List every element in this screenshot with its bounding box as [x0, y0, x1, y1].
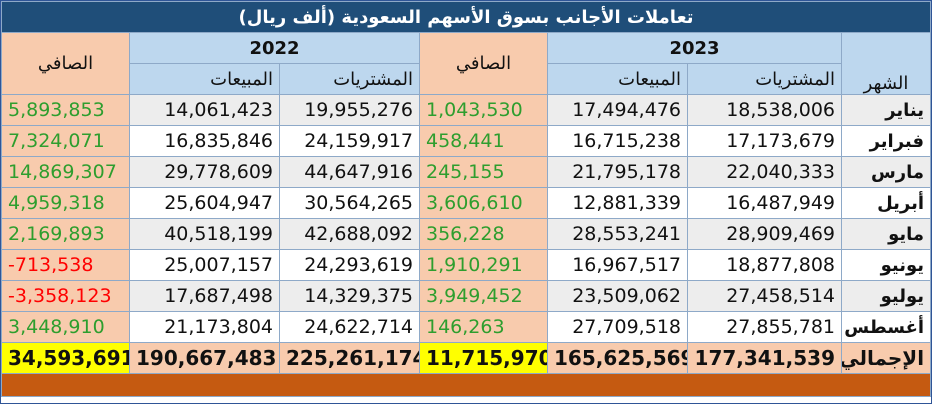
header-sales-2023: المبيعات — [547, 63, 688, 95]
total-purchases-2022: 225,261,174 — [279, 342, 420, 374]
net-2023-cell: 458,441 — [419, 125, 548, 157]
month-cell: أبريل — [840, 187, 932, 219]
net-2023-cell: 3,606,610 — [419, 187, 548, 219]
table-row: 4,959,318 25,604,947 30,564,265 3,606,610 12… — [1, 187, 932, 219]
sales-2023-cell: 12,881,339 — [547, 187, 688, 219]
net-2022-cell: 7,324,071 — [1, 125, 130, 157]
net-2023-cell: 146,263 — [419, 311, 548, 343]
month-cell: يوليو — [840, 280, 932, 312]
header-sales-2022: المبيعات — [129, 63, 280, 95]
header-year-2022: 2022 — [129, 32, 420, 64]
total-sales-2023: 165,625,569 — [547, 342, 688, 374]
net-2023-cell: 1,043,530 — [419, 94, 548, 126]
purchases-2022-cell: 24,293,619 — [279, 249, 420, 281]
footer-bar-cell — [0, 373, 932, 397]
purchases-2023-cell: 27,855,781 — [687, 311, 842, 343]
sales-2022-cell: 25,007,157 — [129, 249, 280, 281]
purchases-2023-cell: 27,458,514 — [687, 280, 842, 312]
header-year-2023: 2023 — [547, 32, 842, 64]
footer-bar — [0, 373, 932, 397]
sales-2023-cell: 16,715,238 — [547, 125, 688, 157]
purchases-2022-cell: 24,622,714 — [279, 311, 420, 343]
header-purchases-2023: المشتريات — [687, 63, 842, 95]
net-2022-cell: 5,893,853 — [1, 94, 130, 126]
net-2022-cell: 14,869,307 — [1, 156, 130, 188]
month-cell: مايو — [840, 218, 932, 250]
net-2022-cell: 3,448,910 — [1, 311, 130, 343]
net-2023-cell: 1,910,291 — [419, 249, 548, 281]
sales-2023-cell: 21,795,178 — [547, 156, 688, 188]
net-2023-cell: 3,949,452 — [419, 280, 548, 312]
purchases-2023-cell: 18,538,006 — [687, 94, 842, 126]
sales-2022-cell: 40,518,199 — [129, 218, 280, 250]
table-row: 5,893,853 14,061,423 19,955,276 1,043,530 17… — [1, 94, 932, 126]
total-net-2022: 34,593,691 — [1, 342, 130, 374]
table-row: 7,324,071 16,835,846 24,159,917 458,441 16,7… — [1, 125, 932, 157]
purchases-2023-cell: 18,877,808 — [687, 249, 842, 281]
header-net-2023: الصافي — [419, 32, 548, 95]
month-cell: مارس — [840, 156, 932, 188]
header-purchases-2022: المشتريات — [279, 63, 420, 95]
purchases-2023-cell: 16,487,949 — [687, 187, 842, 219]
sales-2023-cell: 23,509,062 — [547, 280, 688, 312]
total-label: الإجمالي — [840, 342, 932, 374]
purchases-2023-cell: 22,040,333 — [687, 156, 842, 188]
purchases-2023-cell: 28,909,469 — [687, 218, 842, 250]
sales-2023-cell: 28,553,241 — [547, 218, 688, 250]
net-2022-cell: 4,959,318 — [1, 187, 130, 219]
purchases-2022-cell: 44,647,916 — [279, 156, 420, 188]
purchases-2022-cell: 24,159,917 — [279, 125, 420, 157]
sales-2023-cell: 16,967,517 — [547, 249, 688, 281]
purchases-2023-cell: 17,173,679 — [687, 125, 842, 157]
table-row: 2,169,893 40,518,199 42,688,092 356,228 28,5… — [1, 218, 932, 250]
purchases-2022-cell: 42,688,092 — [279, 218, 420, 250]
month-cell: يناير — [840, 94, 932, 126]
sales-2022-cell: 21,173,804 — [129, 311, 280, 343]
sales-2022-cell: 17,687,498 — [129, 280, 280, 312]
table-title: تعاملات الأجانب بسوق الأسهم السعودية (أل… — [0, 1, 932, 33]
month-cell: أغسطس — [840, 311, 932, 343]
net-2022-cell: -713,538 — [1, 249, 130, 281]
sales-2022-cell: 29,778,609 — [129, 156, 280, 188]
purchases-2022-cell: 19,955,276 — [279, 94, 420, 126]
table-row: 3,448,910 21,173,804 24,622,714 146,263 27,7… — [1, 311, 932, 343]
net-2023-cell: 356,228 — [419, 218, 548, 250]
sales-2022-cell: 14,061,423 — [129, 94, 280, 126]
sales-2023-cell: 27,709,518 — [547, 311, 688, 343]
total-row: 34,593,691 190,667,483 225,261,174 11,715,9… — [1, 342, 932, 374]
table-row: -713,538 25,007,157 24,293,619 1,910,291 16,… — [1, 249, 932, 281]
table-row: 14,869,307 29,778,609 44,647,916 245,155 21,… — [1, 156, 932, 188]
sales-2022-cell: 16,835,846 — [129, 125, 280, 157]
month-cell: فبراير — [840, 125, 932, 157]
purchases-2022-cell: 14,329,375 — [279, 280, 420, 312]
table-row: -3,358,123 17,687,498 14,329,375 3,949,452 2… — [1, 280, 932, 312]
total-purchases-2023: 177,341,539 — [687, 342, 842, 374]
total-net-2023: 11,715,970 — [419, 342, 548, 374]
header-month: الشهر — [840, 32, 932, 95]
net-2022-cell: 2,169,893 — [1, 218, 130, 250]
month-cell: يونيو — [840, 249, 932, 281]
total-sales-2022: 190,667,483 — [129, 342, 280, 374]
header-net-2022: الصافي — [1, 32, 130, 95]
net-2023-cell: 245,155 — [419, 156, 548, 188]
sales-2022-cell: 25,604,947 — [129, 187, 280, 219]
net-2022-cell: -3,358,123 — [1, 280, 130, 312]
sales-2023-cell: 17,494,476 — [547, 94, 688, 126]
purchases-2022-cell: 30,564,265 — [279, 187, 420, 219]
